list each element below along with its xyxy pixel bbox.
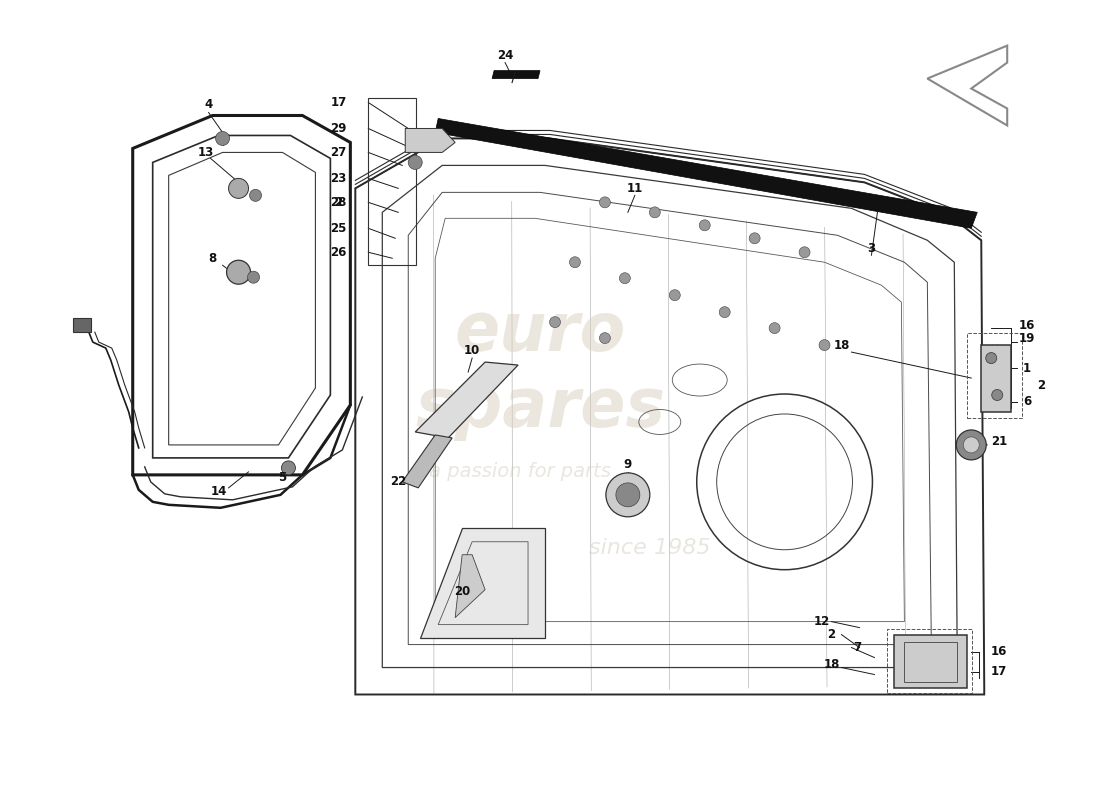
Circle shape <box>956 430 987 460</box>
Text: 2: 2 <box>1037 378 1045 391</box>
Polygon shape <box>436 118 977 228</box>
Circle shape <box>616 483 640 507</box>
Circle shape <box>986 353 997 363</box>
Polygon shape <box>405 129 455 153</box>
Text: 9: 9 <box>624 458 632 471</box>
Text: 10: 10 <box>464 343 481 357</box>
Polygon shape <box>492 70 540 78</box>
Polygon shape <box>420 528 544 638</box>
Text: since 1985: since 1985 <box>590 538 711 558</box>
Text: 4: 4 <box>205 98 212 111</box>
Text: 21: 21 <box>991 435 1008 449</box>
Circle shape <box>600 197 610 208</box>
Text: a passion for parts: a passion for parts <box>429 462 610 482</box>
Text: 17: 17 <box>330 96 346 109</box>
Text: 8: 8 <box>209 252 217 265</box>
Circle shape <box>649 207 660 218</box>
Text: 6: 6 <box>1023 395 1032 409</box>
Circle shape <box>248 271 260 283</box>
Circle shape <box>600 333 610 343</box>
Circle shape <box>669 290 680 301</box>
Text: 16: 16 <box>1019 318 1035 332</box>
Polygon shape <box>894 634 967 687</box>
Text: 1: 1 <box>1023 362 1031 374</box>
Text: 29: 29 <box>330 122 346 135</box>
Circle shape <box>769 322 780 334</box>
Text: 25: 25 <box>330 222 346 234</box>
Bar <box>888 629 972 694</box>
Circle shape <box>229 178 249 198</box>
Bar <box>967 333 1022 418</box>
Text: 13: 13 <box>198 146 213 159</box>
Text: 17: 17 <box>991 665 1008 678</box>
Text: 18: 18 <box>823 658 839 671</box>
Text: 14: 14 <box>210 486 227 498</box>
Circle shape <box>799 246 810 258</box>
Text: 2: 2 <box>334 196 342 209</box>
Polygon shape <box>73 318 91 332</box>
Text: 7: 7 <box>854 641 861 654</box>
Polygon shape <box>403 435 452 488</box>
Circle shape <box>619 273 630 284</box>
Text: 3: 3 <box>868 242 876 254</box>
Text: 5: 5 <box>278 471 287 484</box>
Bar <box>368 98 416 266</box>
Text: 11: 11 <box>627 182 644 195</box>
Circle shape <box>719 306 730 318</box>
Circle shape <box>964 437 979 453</box>
Text: 18: 18 <box>834 338 849 351</box>
Text: euro
spares: euro spares <box>415 299 666 442</box>
Text: 26: 26 <box>330 246 346 258</box>
Text: 16: 16 <box>991 645 1008 658</box>
Circle shape <box>820 340 830 350</box>
Text: 2: 2 <box>827 628 836 641</box>
Circle shape <box>749 233 760 244</box>
Text: 24: 24 <box>497 49 514 62</box>
Circle shape <box>992 390 1003 401</box>
Circle shape <box>570 257 581 268</box>
Text: 28: 28 <box>330 196 346 209</box>
Polygon shape <box>455 554 485 618</box>
Text: 12: 12 <box>813 615 829 628</box>
Circle shape <box>227 260 251 284</box>
Circle shape <box>550 317 561 328</box>
Text: 22: 22 <box>390 475 406 488</box>
Polygon shape <box>415 362 518 438</box>
Circle shape <box>282 461 296 475</box>
Text: 27: 27 <box>330 146 346 159</box>
Polygon shape <box>981 345 1011 412</box>
Text: 23: 23 <box>330 172 346 185</box>
Circle shape <box>216 131 230 146</box>
Circle shape <box>250 190 262 202</box>
Text: 19: 19 <box>1019 332 1035 345</box>
Text: 20: 20 <box>454 585 471 598</box>
Circle shape <box>408 155 422 170</box>
Circle shape <box>606 473 650 517</box>
Circle shape <box>700 220 711 230</box>
